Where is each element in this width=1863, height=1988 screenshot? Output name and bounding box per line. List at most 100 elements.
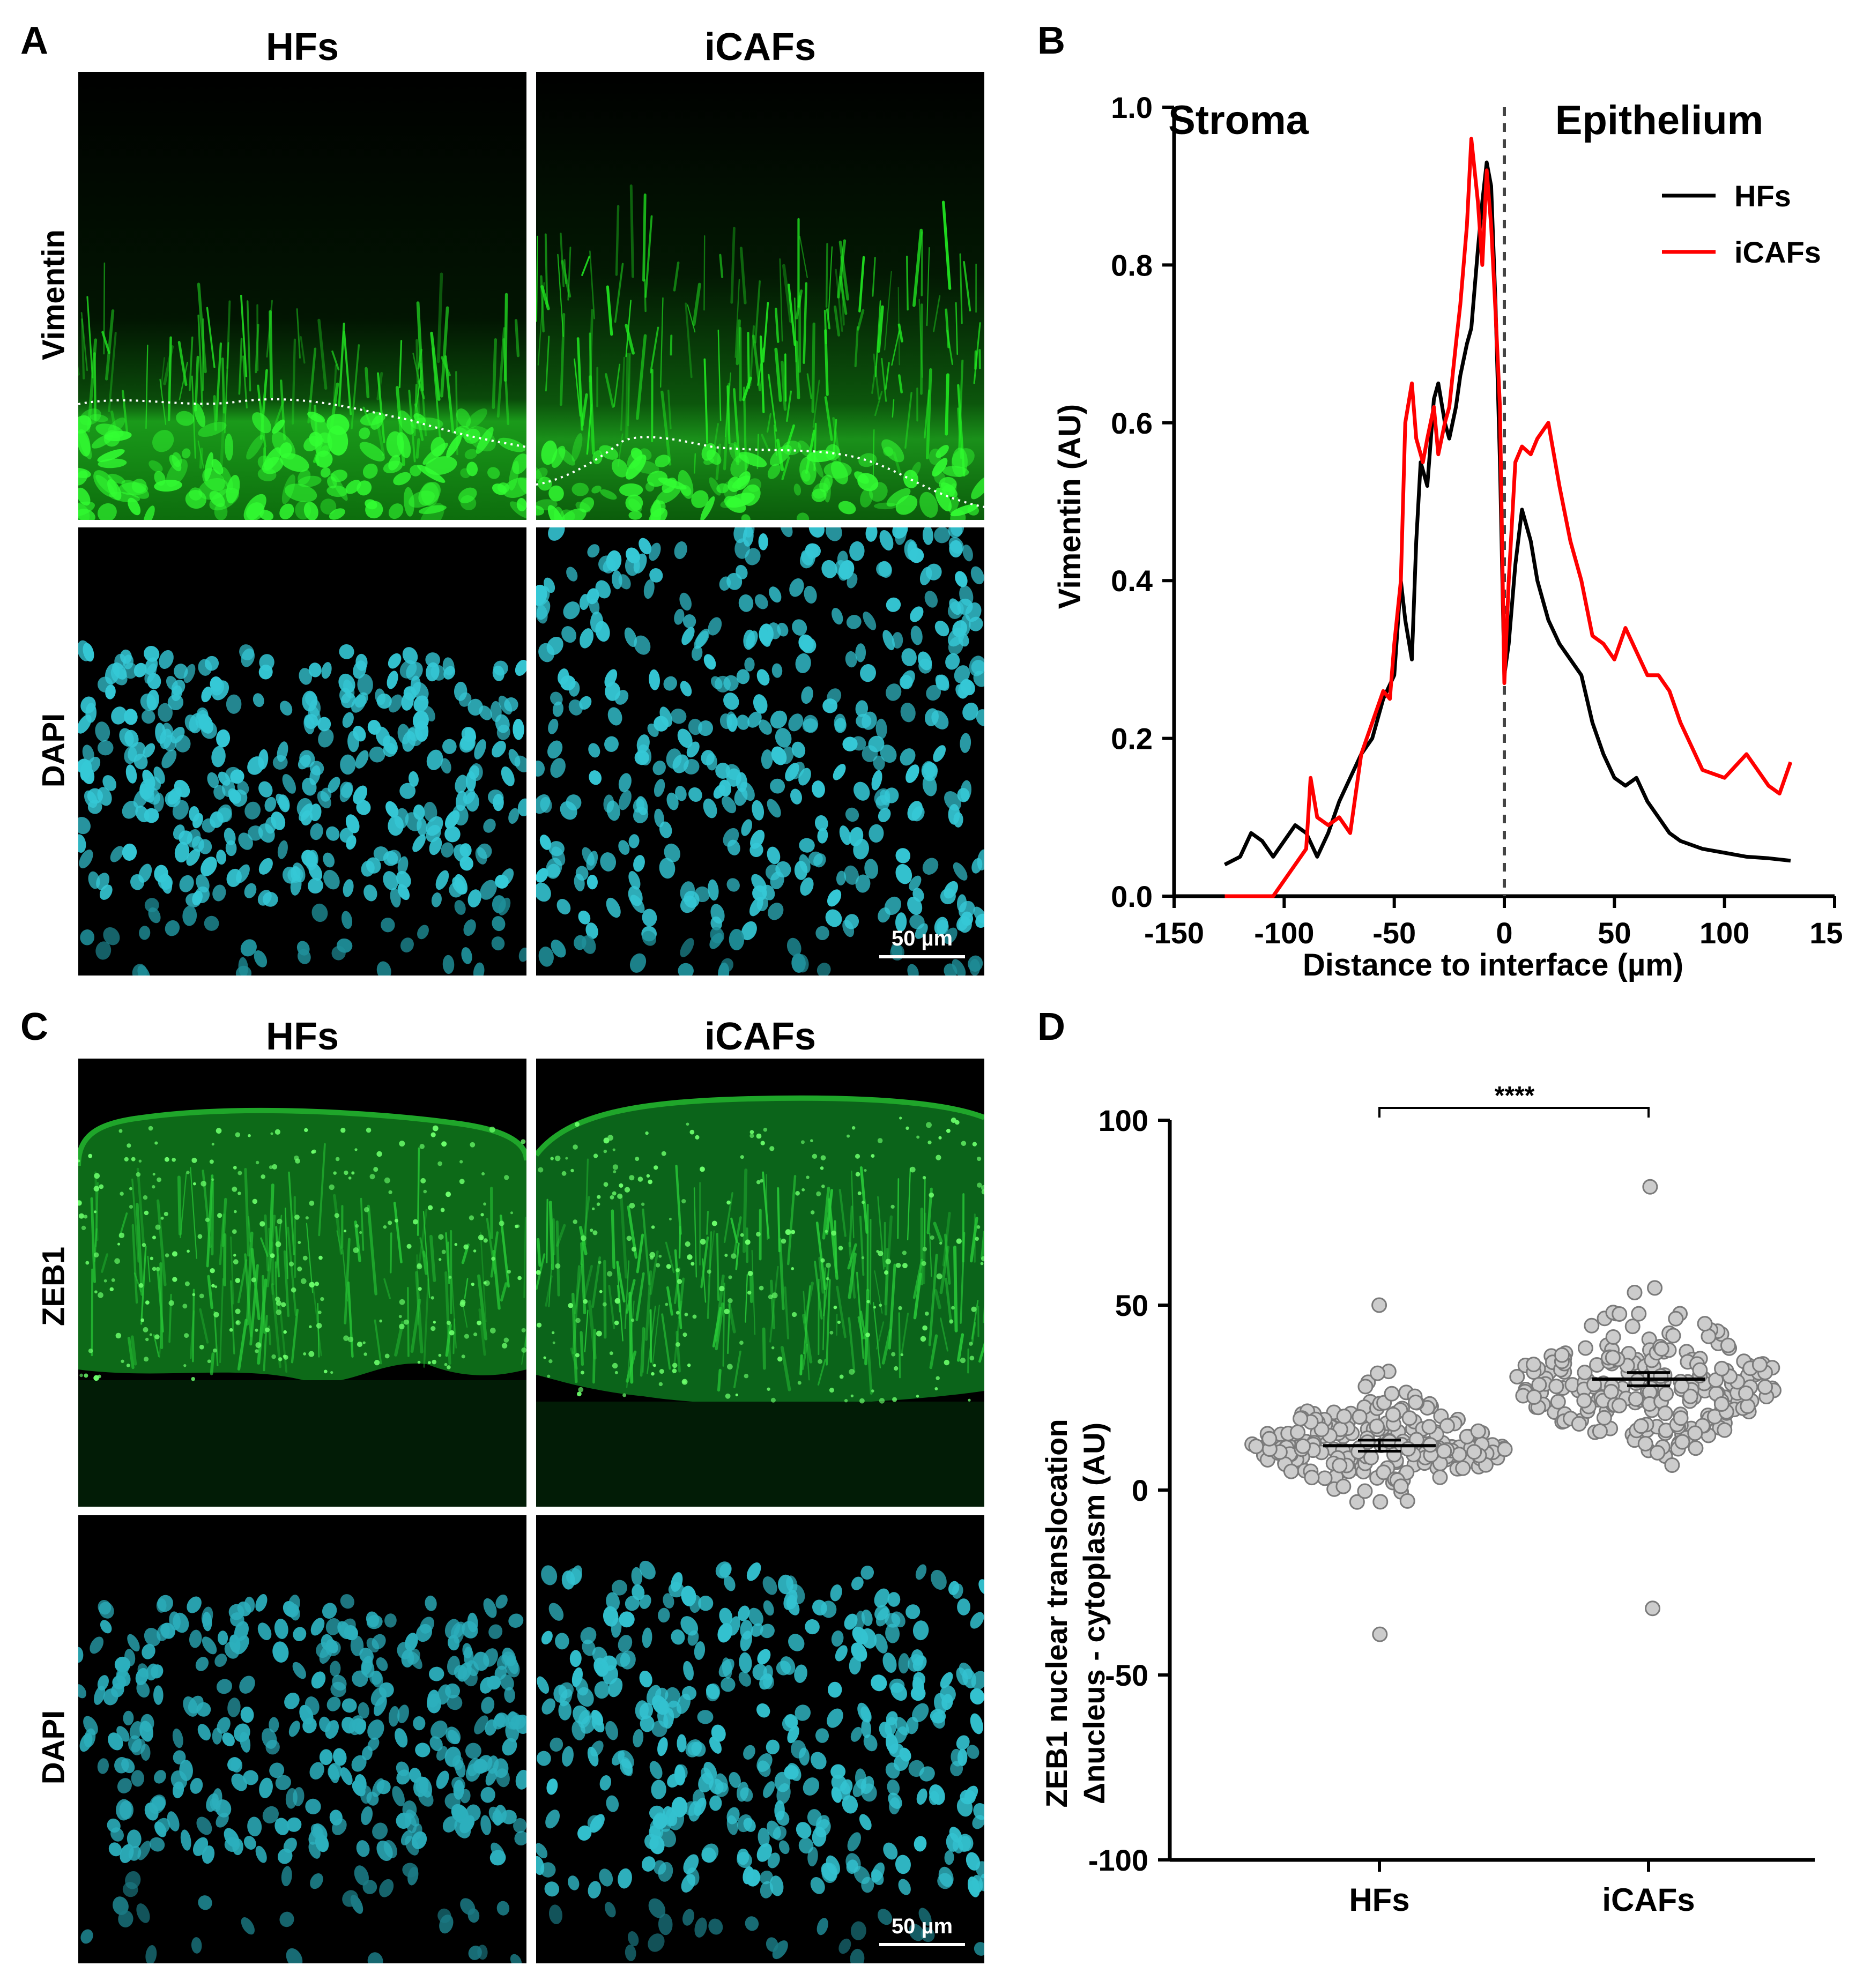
chart-d-point (1697, 1316, 1713, 1332)
chart-d-point (1674, 1434, 1690, 1450)
chart-d-point (1304, 1470, 1320, 1486)
chart-d-point (1526, 1389, 1542, 1405)
chart-d-point (1336, 1409, 1352, 1425)
chart-d-point (1372, 1626, 1388, 1642)
chart-d-point (1596, 1410, 1612, 1426)
chart-d-point (1627, 1284, 1643, 1300)
chart-d-point (1349, 1494, 1365, 1510)
chart-d-point (1658, 1386, 1674, 1402)
panel-a-title-icafs: iCAFs (704, 26, 817, 69)
chart-d-dots-hfs (1244, 1297, 1513, 1642)
chart-d-ytick-label: -50 (1105, 1658, 1148, 1692)
chart-d-point (1688, 1440, 1704, 1456)
chart-b-vimentin-profile: Stroma Epithelium Vimentin (AU) Distance… (1052, 91, 1844, 982)
chart-d-point (1687, 1425, 1703, 1441)
micrograph-c-hfs-dapi (78, 1515, 526, 1963)
chart-d-point (1455, 1460, 1471, 1476)
chart-d-point (1633, 1418, 1649, 1434)
chart-d-point (1611, 1397, 1627, 1413)
chart-b-series-hfs (1223, 160, 1791, 867)
chart-b-xtick-label: 150 (1809, 916, 1844, 950)
chart-b-region-stroma: Stroma (1168, 98, 1309, 143)
chart-d-point (1401, 1410, 1417, 1426)
chart-d-point (1751, 1357, 1768, 1373)
chart-d-point (1313, 1421, 1330, 1438)
chart-d-point (1738, 1385, 1754, 1401)
scale-bar-a: 50 µm (879, 927, 965, 958)
chart-d-point (1357, 1483, 1373, 1499)
chart-b-ytick-label: 0.6 (1111, 406, 1153, 440)
chart-d-point (1577, 1365, 1593, 1381)
chart-b-xlabel: Distance to interface (µm) (1303, 948, 1683, 982)
chart-d-point (1550, 1394, 1566, 1410)
micrograph-a-icafs-dapi: 50 µm (536, 527, 984, 976)
chart-d-point (1393, 1478, 1409, 1494)
micrograph-a-icafs-dapi-svg (536, 527, 984, 976)
chart-b-axes: -150 -100 -50 0 50 100 150 0.0 0.2 0.4 0.6 0.8 1.0 (1111, 91, 1844, 950)
chart-d-point (1295, 1438, 1311, 1454)
chart-d-point (1584, 1317, 1600, 1334)
chart-d-point (1248, 1438, 1264, 1454)
micrograph-c-icafs-dapi-svg (536, 1515, 984, 1963)
chart-d-point (1647, 1280, 1663, 1296)
chart-d-ytick-label: 50 (1115, 1289, 1148, 1322)
panel-c-title-hfs: HFs (265, 1015, 339, 1058)
chart-d-point (1384, 1386, 1400, 1402)
chart-b-xtick-label: -50 (1372, 916, 1416, 950)
chart-d-point (1603, 1383, 1619, 1399)
chart-d-point (1757, 1379, 1773, 1395)
chart-d-point (1701, 1328, 1717, 1344)
chart-d-point (1385, 1406, 1401, 1423)
chart-d-point (1674, 1378, 1690, 1394)
chart-d-point (1399, 1493, 1415, 1509)
legend-hfs-label: HFs (1734, 179, 1791, 213)
chart-d-point (1526, 1357, 1542, 1373)
micrograph-a-hfs-vimentin (78, 72, 526, 520)
chart-d-point (1293, 1411, 1309, 1427)
chart-b-series-icafs (1224, 137, 1793, 898)
chart-d-point (1352, 1409, 1368, 1425)
scale-bar-c: 50 µm (879, 1915, 965, 1946)
micrograph-a-icafs-vimentin (536, 72, 984, 520)
chart-d-point (1717, 1422, 1733, 1438)
micrograph-c-icafs-zeb1-svg (536, 1059, 984, 1507)
chart-d-point (1554, 1347, 1570, 1363)
scale-bar-a-label: 50 µm (891, 927, 953, 950)
panel-a-row-vimentin: Vimentin (36, 229, 71, 360)
chart-b-xtick-label: 0 (1496, 916, 1512, 950)
chart-b-xtick-label: -100 (1254, 916, 1314, 950)
chart-d-point (1261, 1431, 1278, 1447)
micrograph-a-hfs-dapi-svg (78, 527, 526, 976)
chart-d-point (1408, 1394, 1424, 1410)
chart-d-point (1577, 1340, 1593, 1356)
chart-d-point (1665, 1328, 1681, 1344)
micrograph-a-icafs-vimentin-svg (536, 72, 984, 520)
chart-b-xtick-label: 50 (1598, 916, 1631, 950)
micrograph-a-hfs-vimentin-svg (78, 72, 526, 520)
micrograph-a-hfs-dapi (78, 527, 526, 976)
chart-d-point (1664, 1457, 1680, 1473)
chart-d-point (1439, 1418, 1455, 1434)
chart-d-point (1673, 1410, 1689, 1426)
chart-d-point (1509, 1368, 1525, 1384)
chart-d-point (1369, 1418, 1385, 1434)
scale-bar-a-line (879, 955, 965, 958)
chart-d-point (1605, 1350, 1621, 1366)
chart-d-point (1357, 1379, 1374, 1395)
chart-d-point (1332, 1457, 1348, 1473)
chart-d-ytick-label: -100 (1088, 1843, 1148, 1877)
chart-d-point (1653, 1341, 1669, 1357)
panel-c-row-zeb1: ZEB1 (36, 1246, 71, 1327)
chart-d-point (1637, 1435, 1653, 1451)
chart-d-point (1335, 1478, 1352, 1494)
chart-d-ylabel-line1: ZEB1 nuclear translocation (1040, 1419, 1073, 1807)
chart-d-point (1548, 1379, 1564, 1395)
chart-d-point (1432, 1469, 1448, 1485)
chart-d-point (1470, 1423, 1486, 1439)
chart-b-ytick-label: 0.2 (1111, 722, 1153, 756)
chart-d-point (1576, 1393, 1592, 1409)
chart-d-point (1692, 1362, 1708, 1378)
chart-d-point (1370, 1365, 1386, 1381)
panel-a-title-hfs: HFs (265, 26, 339, 69)
panel-c-row-dapi: DAPI (36, 1710, 71, 1785)
